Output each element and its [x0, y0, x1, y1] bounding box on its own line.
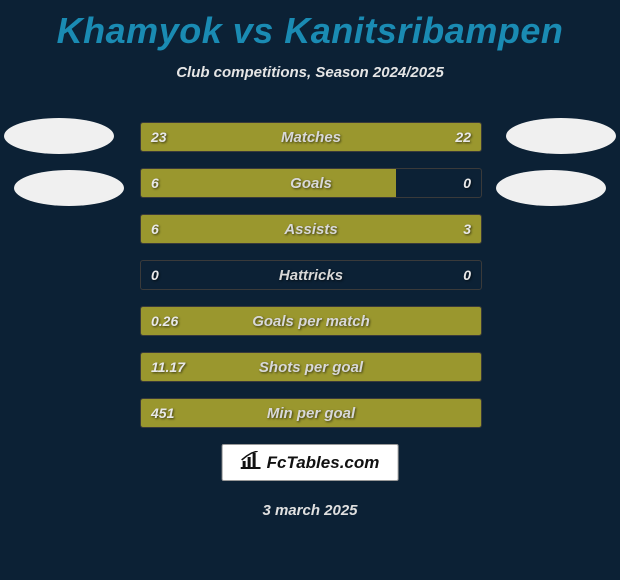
- date: 3 march 2025: [0, 502, 620, 519]
- bar-label: Assists: [141, 215, 481, 243]
- page-title: Khamyok vs Kanitsribampen: [0, 0, 620, 52]
- team-right-logo-1: [506, 118, 616, 154]
- bar-row: 6 Goals 0: [140, 168, 482, 198]
- watermark: FcTables.com: [222, 444, 399, 481]
- bar-label: Goals: [141, 169, 481, 197]
- bar-row: 0 Hattricks 0: [140, 260, 482, 290]
- bar-label: Goals per match: [141, 307, 481, 335]
- team-left-logo-2: [14, 170, 124, 206]
- watermark-text: FcTables.com: [267, 453, 380, 473]
- bar-row: 451 Min per goal: [140, 398, 482, 428]
- bar-right-value: 0: [463, 261, 471, 289]
- bar-label: Shots per goal: [141, 353, 481, 381]
- bar-row: 23 Matches 22: [140, 122, 482, 152]
- bar-right-value: 22: [455, 123, 471, 151]
- bar-row: 11.17 Shots per goal: [140, 352, 482, 382]
- bar-row: 6 Assists 3: [140, 214, 482, 244]
- team-left-logo-1: [4, 118, 114, 154]
- comparison-bars: 23 Matches 22 6 Goals 0 6 Assists 3 0 Ha…: [140, 122, 482, 444]
- bar-label: Min per goal: [141, 399, 481, 427]
- bar-right-value: 0: [463, 169, 471, 197]
- chart-icon: [241, 451, 261, 474]
- bar-right-value: 3: [463, 215, 471, 243]
- bar-label: Hattricks: [141, 261, 481, 289]
- team-right-logo-2: [496, 170, 606, 206]
- subtitle: Club competitions, Season 2024/2025: [0, 64, 620, 81]
- bar-label: Matches: [141, 123, 481, 151]
- bar-row: 0.26 Goals per match: [140, 306, 482, 336]
